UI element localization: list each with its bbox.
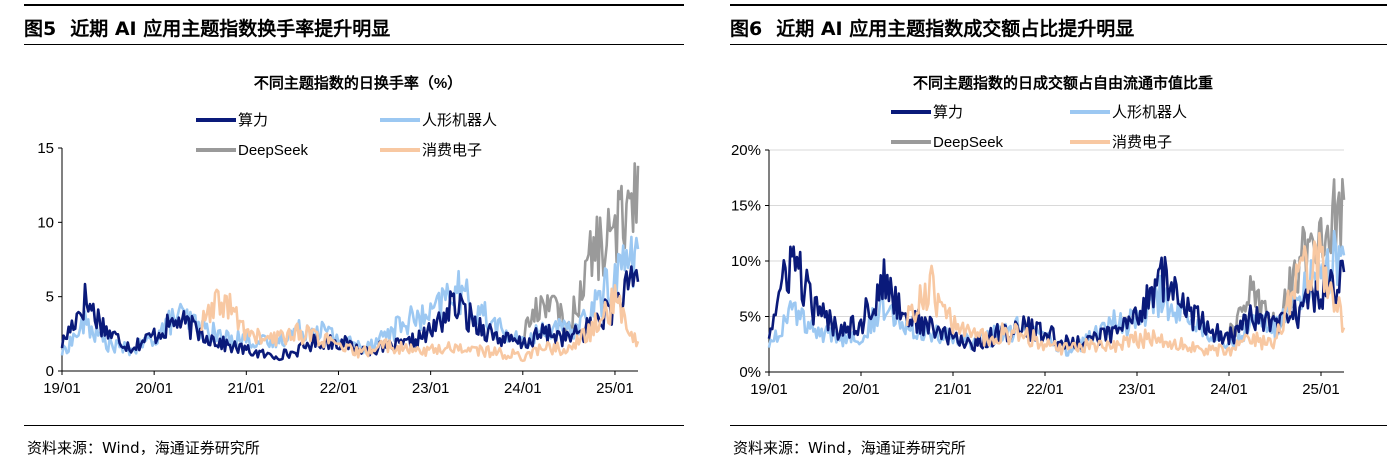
figure-5-panel: 图5 近期 AI 应用主题指数换手率提升明显 不同主题指数的日换手率（%） 0 5 1… <box>0 0 690 469</box>
y-tick-label: 20% <box>731 142 761 159</box>
x-tick-label: 24/01 <box>504 380 542 397</box>
footer-rule <box>730 425 1387 426</box>
chart-title: 不同主题指数的日换手率（%） <box>254 74 462 92</box>
legend-label: 算力 <box>238 111 268 129</box>
figure-number: 图6 <box>730 18 763 40</box>
x-tick-label: 25/01 <box>1302 381 1340 398</box>
legend: 算力 人形机器人 DeepSeek 消费电子 <box>891 103 1187 151</box>
x-axis: 19/01 20/01 21/01 22/01 23/01 24/01 25/01 <box>43 370 638 397</box>
y-tick-label: 15 <box>37 140 54 157</box>
figure-6-panel: 图6 近期 AI 应用主题指数成交额占比提升明显 不同主题指数的日成交额占自由流通… <box>706 0 1393 469</box>
header-rule <box>24 4 684 6</box>
x-axis: 19/01 20/01 21/01 22/01 23/01 24/01 25/01 <box>750 371 1344 398</box>
y-tick-label: 0 <box>46 363 54 380</box>
header-rule <box>730 4 1387 6</box>
x-tick-label: 21/01 <box>228 380 266 397</box>
series-line <box>199 284 640 363</box>
legend-label: 算力 <box>933 103 963 121</box>
x-tick-label: 25/01 <box>596 380 634 397</box>
legend: 算力 人形机器人 DeepSeek 消费电子 <box>196 111 497 159</box>
legend-label: DeepSeek <box>933 134 1004 151</box>
y-axis: 0 5 10 15 <box>37 140 63 380</box>
x-tick-label: 20/01 <box>135 380 173 397</box>
legend-label: 人形机器人 <box>1112 104 1187 121</box>
y-tick-label: 15% <box>731 198 761 215</box>
legend-label: 消费电子 <box>422 142 482 159</box>
header-separator <box>24 44 684 45</box>
y-tick-label: 5% <box>739 309 761 326</box>
x-tick-label: 24/01 <box>1210 381 1248 398</box>
legend-label: 人形机器人 <box>422 112 497 129</box>
series-line <box>521 162 640 340</box>
footer-rule <box>24 425 684 426</box>
series-line <box>60 265 640 362</box>
chart-title: 不同主题指数的日成交额占自由流通市值比重 <box>913 74 1213 92</box>
legend-label: 消费电子 <box>1112 134 1172 151</box>
y-tick-label: 0% <box>739 364 761 381</box>
legend-label: DeepSeek <box>238 142 309 159</box>
series-lines <box>60 162 640 363</box>
figure-title: 近期 AI 应用主题指数成交额占比提升明显 <box>776 18 1135 40</box>
x-tick-label: 21/01 <box>934 381 972 398</box>
series-lines <box>767 177 1346 357</box>
trading-ratio-line-chart: 不同主题指数的日成交额占自由流通市值比重 0% 5% 10% 15% 20% 19/01… <box>731 74 1346 398</box>
x-tick-label: 23/01 <box>1118 381 1156 398</box>
turnover-line-chart: 不同主题指数的日换手率（%） 0 5 10 15 19/01 20/01 21/01 22/… <box>37 74 640 397</box>
figure-title: 近期 AI 应用主题指数换手率提升明显 <box>70 18 391 40</box>
y-tick-label: 10% <box>731 253 761 270</box>
source-note: 资料来源：Wind，海通证券研究所 <box>27 439 260 457</box>
y-tick-label: 5 <box>46 289 54 306</box>
x-tick-label: 19/01 <box>750 381 788 398</box>
figure-number: 图5 <box>24 18 57 40</box>
x-tick-label: 23/01 <box>412 380 450 397</box>
figure-heading: 图6 近期 AI 应用主题指数成交额占比提升明显 <box>730 14 1134 41</box>
x-tick-label: 22/01 <box>320 380 358 397</box>
x-tick-label: 20/01 <box>842 381 880 398</box>
y-tick-label: 10 <box>37 214 54 231</box>
x-tick-label: 22/01 <box>1026 381 1064 398</box>
series-line <box>905 231 1346 357</box>
header-separator <box>730 44 1387 45</box>
source-note: 资料来源：Wind，海通证券研究所 <box>733 439 966 457</box>
figure-heading: 图5 近期 AI 应用主题指数换手率提升明显 <box>24 14 390 41</box>
x-tick-label: 19/01 <box>43 380 81 397</box>
